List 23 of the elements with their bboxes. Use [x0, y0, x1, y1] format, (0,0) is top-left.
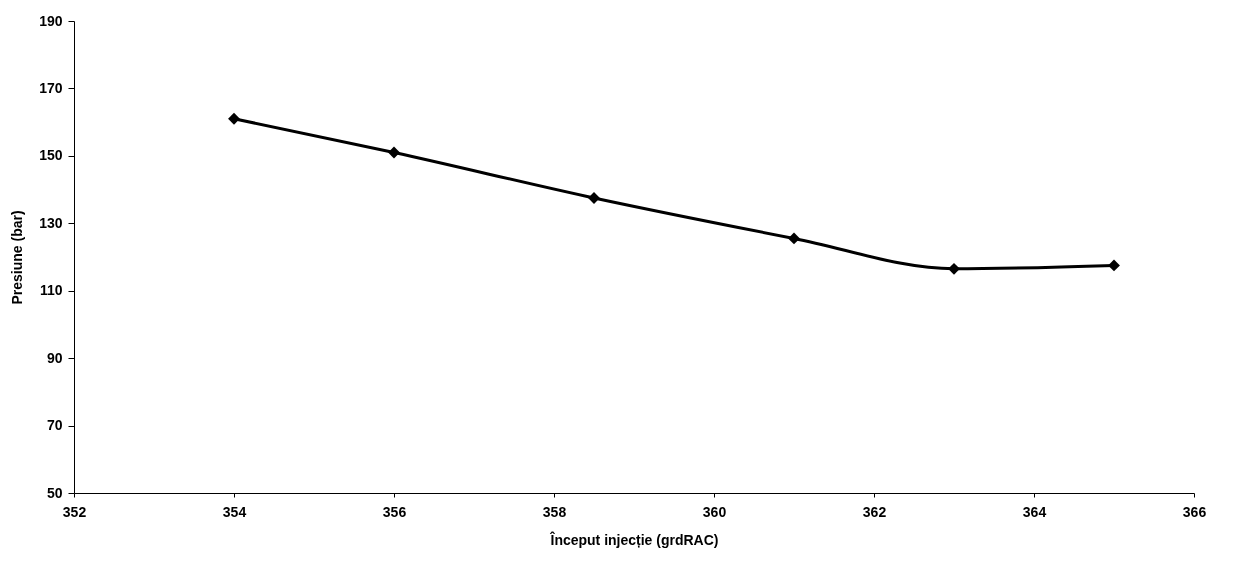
- y-tick-label: 130: [39, 214, 63, 231]
- y-tick-label: 150: [39, 147, 63, 164]
- y-tick-label: 70: [46, 417, 63, 434]
- point: [228, 112, 240, 125]
- point: [1108, 259, 1120, 272]
- x-tick-label: 366: [1182, 503, 1207, 520]
- x-tick-label: 360: [702, 503, 727, 520]
- x-tick-label: 364: [1022, 503, 1047, 520]
- point: [388, 146, 400, 159]
- x-tick-label: 354: [222, 503, 247, 520]
- x-tick-label: 352: [62, 503, 87, 520]
- y-axis-title: Presiune (bar): [9, 210, 26, 305]
- point: [788, 232, 800, 245]
- x-tick-label: 358: [542, 503, 567, 520]
- y-tick-label: 90: [46, 349, 63, 366]
- x-tick-label: 356: [382, 503, 407, 520]
- x-axis-title: Început injecție (grdRAC): [549, 530, 719, 548]
- y-tick-label: 190: [39, 12, 63, 29]
- point: [948, 262, 960, 275]
- y-tick-label: 170: [39, 79, 63, 96]
- y-tick-label: 110: [39, 282, 63, 299]
- x-tick-label: 362: [862, 503, 887, 520]
- y-tick-label: 50: [46, 484, 63, 501]
